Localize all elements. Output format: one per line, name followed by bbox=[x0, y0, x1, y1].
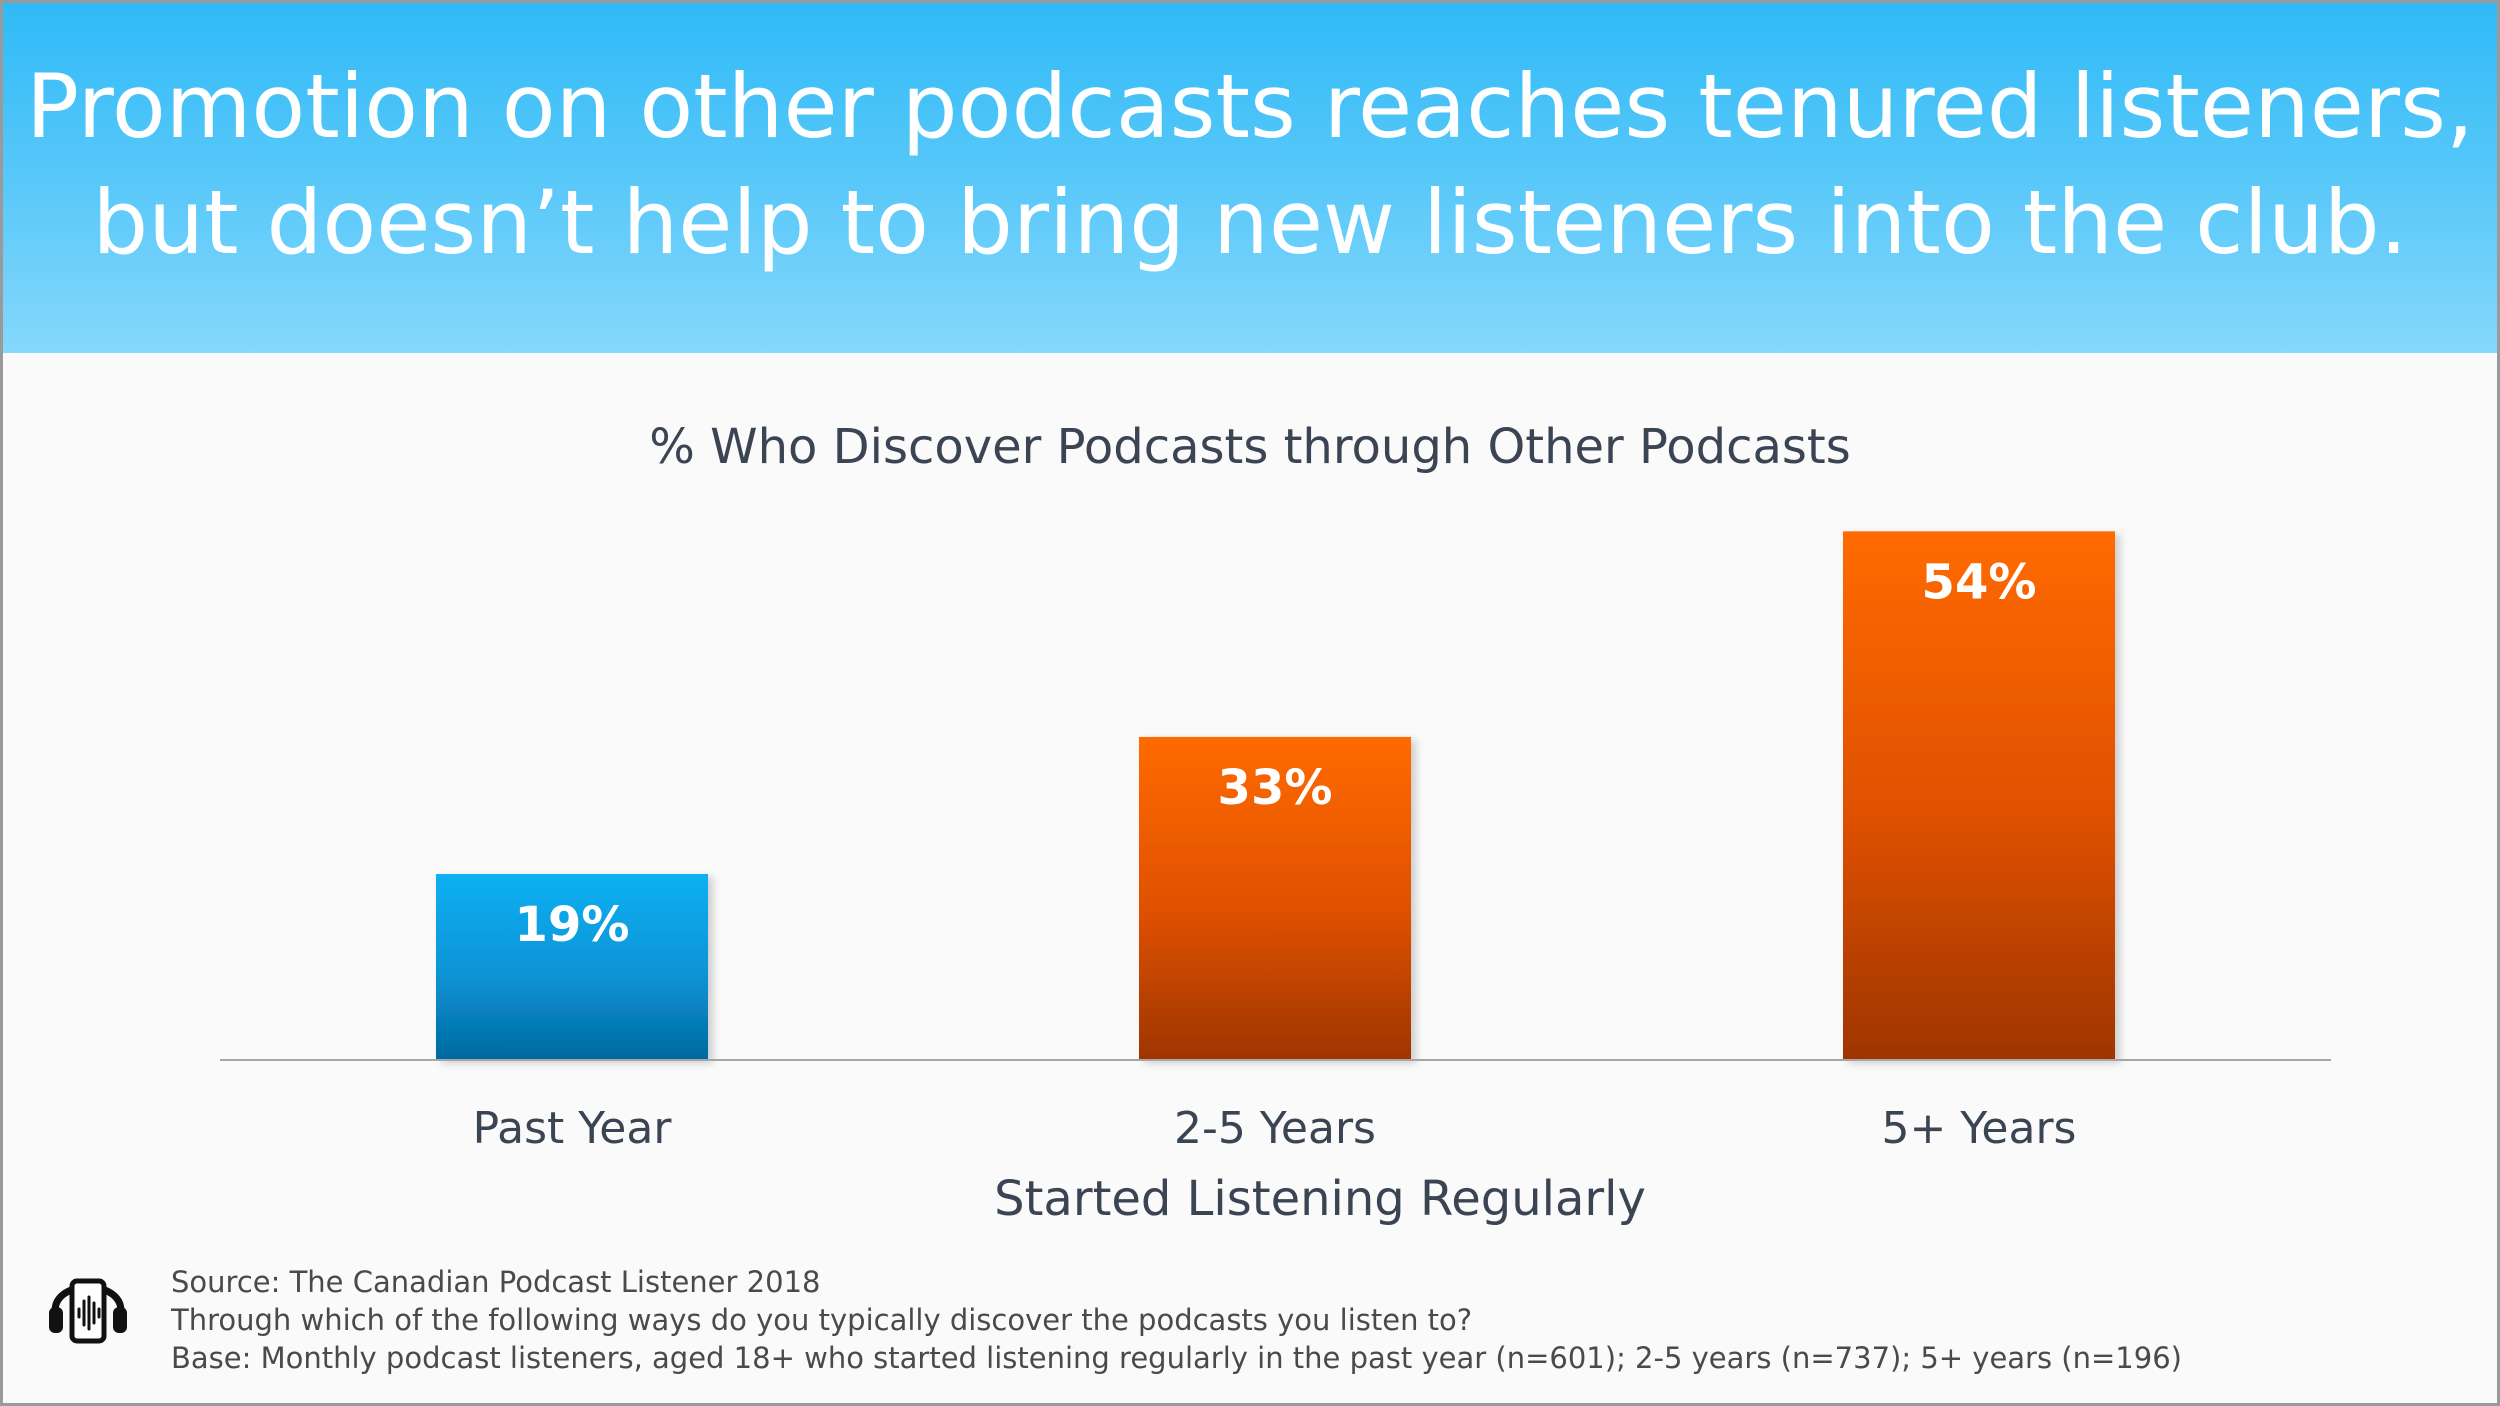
category-tick-label: 2-5 Years bbox=[1174, 1103, 1376, 1154]
category-tick-label: Past Year bbox=[473, 1103, 673, 1154]
header-banner: Promotion on other podcasts reaches tenu… bbox=[3, 3, 2497, 353]
labels-layer: 19% Past Year 33% 2-5 Years 54% 5+ Years bbox=[473, 554, 2077, 1154]
footnote-base: Base: Monthly podcast listeners, aged 18… bbox=[171, 1341, 2182, 1375]
data-label: 19% bbox=[515, 897, 630, 953]
headline-line-2: but doesn’t help to bring new listeners … bbox=[92, 171, 2408, 274]
bar-past-year bbox=[436, 873, 708, 1060]
x-axis-label: Started Listening Regularly bbox=[994, 1171, 1646, 1227]
data-label: 54% bbox=[1922, 554, 2037, 610]
footnote-question: Through which of the following ways do y… bbox=[171, 1303, 1473, 1337]
bar-chart: 19% Past Year 33% 2-5 Years 54% 5+ Years Star… bbox=[220, 531, 2331, 1227]
headphones-phone-icon bbox=[49, 1278, 127, 1344]
category-tick-label: 5+ Years bbox=[1882, 1103, 2077, 1154]
bars-layer bbox=[436, 531, 2115, 1060]
footnote-source: Source: The Canadian Podcast Listener 20… bbox=[171, 1265, 821, 1299]
data-label: 33% bbox=[1218, 760, 1333, 816]
chart-title: % Who Discover Podcasts through Other Po… bbox=[649, 419, 1851, 475]
bar-2-5-years bbox=[1139, 736, 1411, 1060]
bar-5-years bbox=[1843, 531, 2115, 1060]
headline-line-1: Promotion on other podcasts reaches tenu… bbox=[26, 55, 2474, 158]
